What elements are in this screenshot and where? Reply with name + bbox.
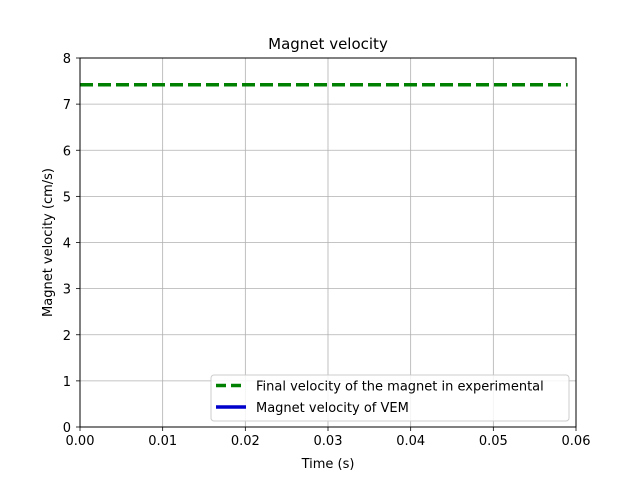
x-tick-label: 0.02 — [231, 434, 260, 449]
x-tick-label: 0.00 — [66, 434, 95, 449]
y-tick-label: 8 — [63, 52, 71, 67]
x-axis-title: Time (s) — [301, 457, 355, 472]
y-tick-label: 6 — [63, 144, 71, 159]
y-tick-label: 7 — [63, 98, 71, 113]
legend-label-vem: Magnet velocity of VEM — [256, 401, 409, 416]
y-tick-label: 0 — [63, 421, 71, 436]
legend: Final velocity of the magnet in experime… — [210, 374, 570, 422]
x-tick-label: 0.03 — [314, 434, 343, 449]
y-tick-label: 2 — [63, 329, 71, 344]
y-tick-label: 5 — [63, 190, 71, 205]
x-tick-label: 0.05 — [479, 434, 508, 449]
x-tick-label: 0.01 — [148, 434, 177, 449]
x-tick-label: 0.06 — [562, 434, 591, 449]
legend-label-experimental: Final velocity of the magnet in experime… — [256, 380, 544, 395]
chart-title: Magnet velocity — [268, 35, 388, 53]
y-tick-label: 3 — [63, 283, 71, 298]
y-axis-title: Magnet velocity (cm/s) — [41, 168, 56, 317]
y-axis-ticks: 0 1 2 3 4 5 6 7 8 — [63, 52, 80, 436]
x-axis-ticks: 0.00 0.01 0.02 0.03 0.04 0.05 0.06 — [66, 427, 591, 449]
y-tick-label: 4 — [63, 237, 71, 252]
y-tick-label: 1 — [63, 375, 71, 390]
x-tick-label: 0.04 — [396, 434, 425, 449]
legend-box — [210, 374, 570, 422]
